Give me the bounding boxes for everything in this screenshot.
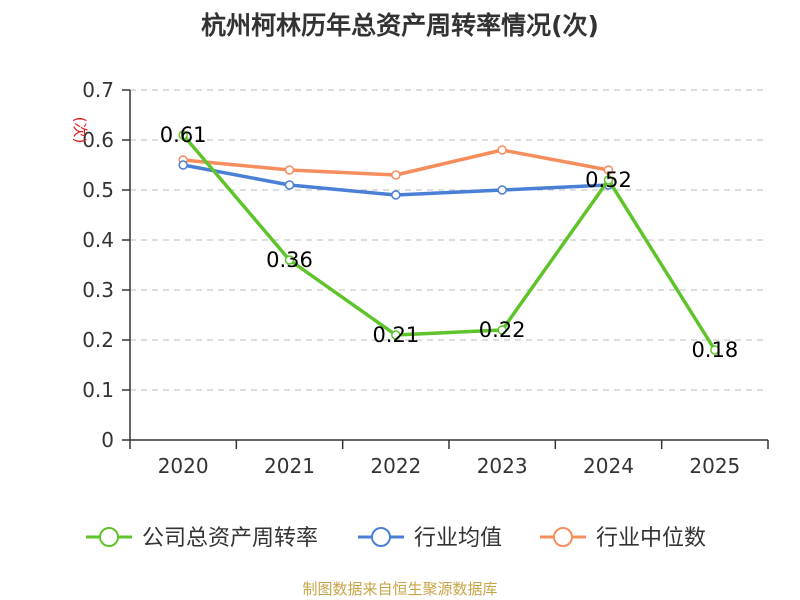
legend-label: 行业中位数: [596, 526, 706, 551]
data-point: [178, 130, 188, 140]
x-ticks: 2020 2021 2022 2023 2024 2025: [129, 440, 769, 478]
data-point: [178, 160, 188, 170]
grid-lines: [130, 89, 768, 391]
legend-marker: [99, 527, 119, 547]
y-tick-label: 0.5: [82, 178, 114, 202]
x-tick-label: 2024: [583, 454, 634, 478]
data-label: 0.21: [372, 323, 419, 347]
data-point: [497, 145, 507, 155]
y-tick-label: 0.6: [82, 128, 114, 152]
axes: [129, 90, 768, 441]
y-ticks: 0 0.1 0.2 0.3 0.4 0.5 0.6 0.7: [82, 78, 130, 452]
data-label: 0.22: [479, 318, 526, 342]
series-line: [181, 133, 717, 351]
data-point: [284, 165, 295, 175]
x-tick-label: 2023: [477, 454, 528, 478]
x-tick-label: 2025: [689, 454, 740, 478]
y-tick-label: 0.7: [82, 78, 114, 102]
data-label: 0.36: [266, 248, 313, 272]
chart-title: 杭州柯林历年总资产周转率情况(次): [201, 11, 599, 40]
x-tick-label: 2022: [370, 454, 421, 478]
y-tick-label: 0.1: [82, 378, 114, 402]
legend-marker: [553, 527, 573, 547]
y-tick-label: 0: [101, 428, 114, 452]
legend-marker: [371, 527, 391, 547]
x-tick-label: 2021: [264, 454, 315, 478]
data-point: [391, 190, 401, 200]
legend-label: 行业均值: [414, 526, 502, 551]
data-point: [391, 170, 401, 180]
legend: 公司总资产周转率 行业均值 行业中位数: [86, 526, 706, 551]
legend-label: 公司总资产周转率: [142, 526, 318, 551]
y-tick-label: 0.2: [82, 328, 114, 352]
data-point: [603, 165, 614, 175]
series-group: [178, 130, 720, 355]
data-point: [391, 330, 401, 340]
data-point: [284, 255, 295, 265]
y-tick-label: 0.3: [82, 278, 114, 302]
x-tick-label: 2020: [158, 454, 209, 478]
y-axis-label: (次): [71, 117, 89, 144]
y-tick-label: 0.4: [82, 228, 114, 252]
data-label: 0.18: [691, 338, 738, 362]
data-label: 0.52: [585, 168, 632, 192]
data-label: 0.61: [160, 123, 207, 147]
data-point: [603, 175, 614, 185]
data-point: [710, 345, 720, 355]
data-point: [284, 180, 295, 190]
data-labels: 0.61 0.36 0.21 0.22 0.52 0.18: [160, 123, 738, 362]
footer-source: 制图数据来自恒生聚源数据库: [302, 580, 498, 598]
data-point: [497, 325, 507, 335]
data-point: [497, 185, 507, 195]
